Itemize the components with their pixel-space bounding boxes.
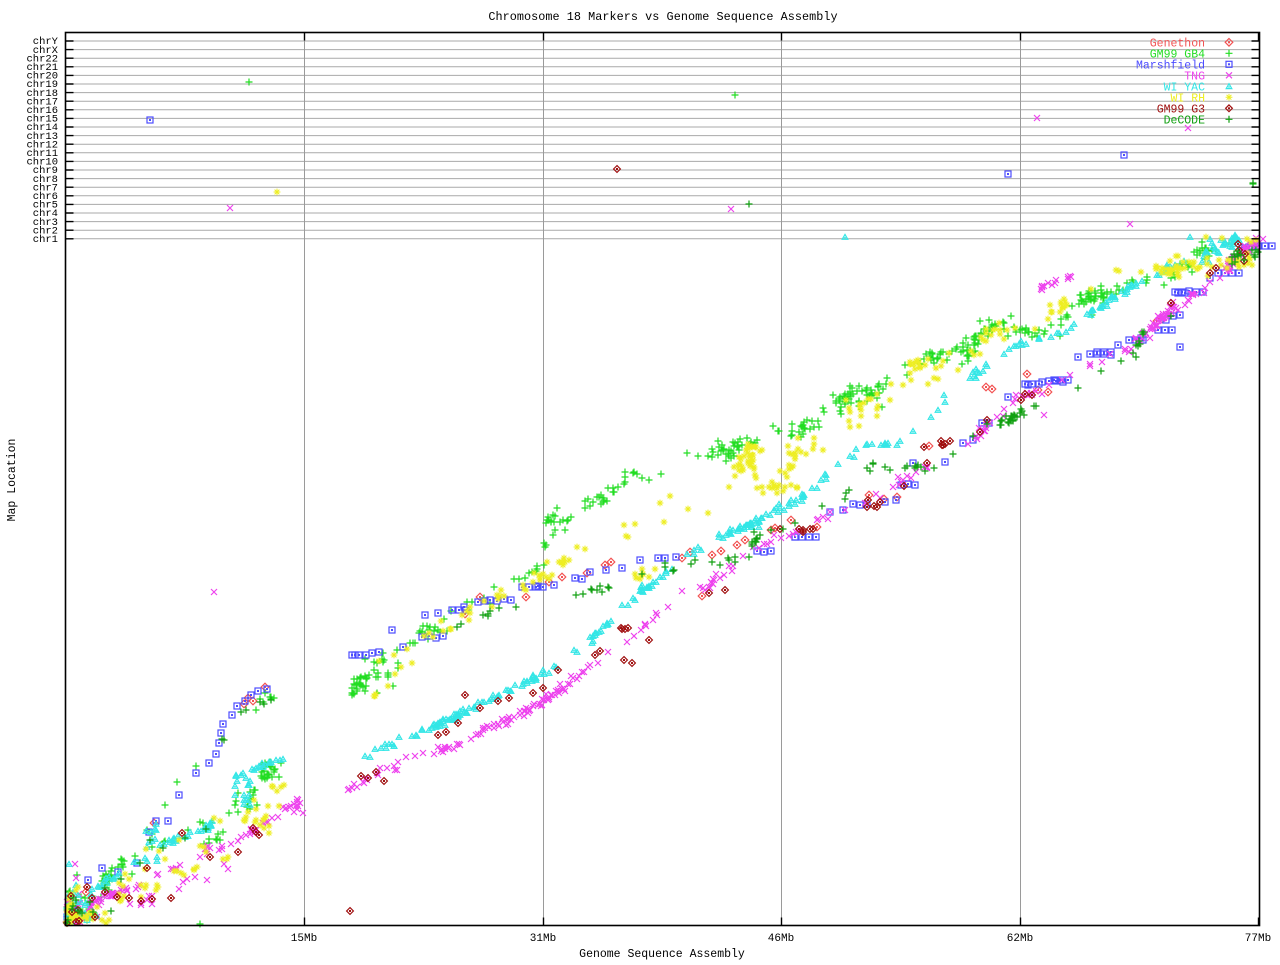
svg-text:46Mb: 46Mb xyxy=(768,933,794,945)
svg-text:Chromosome 18 Markers vs Genom: Chromosome 18 Markers vs Genome Sequence… xyxy=(488,10,837,24)
svg-text:DeCODE: DeCODE xyxy=(1164,114,1206,127)
svg-text:chrX: chrX xyxy=(33,45,59,57)
svg-text:chr13: chr13 xyxy=(26,131,58,143)
svg-text:GM99 GB4: GM99 GB4 xyxy=(1150,48,1205,61)
svg-text:Marshfield: Marshfield xyxy=(1136,59,1205,72)
svg-text:31Mb: 31Mb xyxy=(530,933,556,945)
svg-text:TNG: TNG xyxy=(1184,70,1205,83)
svg-text:chr21: chr21 xyxy=(26,62,58,74)
svg-text:chr12: chr12 xyxy=(26,139,58,151)
svg-text:chr6: chr6 xyxy=(33,191,58,203)
svg-text:chr8: chr8 xyxy=(33,174,58,186)
svg-text:Genome Sequence Assembly: Genome Sequence Assembly xyxy=(579,948,745,960)
svg-text:chr19: chr19 xyxy=(26,79,58,91)
svg-text:chr11: chr11 xyxy=(26,148,58,160)
svg-text:chr16: chr16 xyxy=(26,105,58,117)
svg-text:chr3: chr3 xyxy=(33,217,58,229)
svg-text:62Mb: 62Mb xyxy=(1007,933,1033,945)
svg-text:chr2: chr2 xyxy=(33,225,58,237)
svg-text:chr5: chr5 xyxy=(33,200,58,212)
svg-text:GM99 G3: GM99 G3 xyxy=(1157,103,1205,116)
svg-text:chr18: chr18 xyxy=(26,88,58,100)
svg-text:chrY: chrY xyxy=(33,36,59,48)
svg-text:WI YAC: WI YAC xyxy=(1164,81,1206,94)
svg-text:15Mb: 15Mb xyxy=(291,933,317,945)
svg-text:Genethon: Genethon xyxy=(1150,37,1205,50)
svg-text:chr14: chr14 xyxy=(26,122,58,134)
svg-text:77Mb: 77Mb xyxy=(1245,933,1271,945)
svg-text:chr20: chr20 xyxy=(26,71,58,83)
svg-text:chr7: chr7 xyxy=(33,182,58,194)
svg-text:chr9: chr9 xyxy=(33,165,58,177)
svg-text:Map Location: Map Location xyxy=(6,439,19,522)
svg-text:chr1: chr1 xyxy=(33,234,58,246)
svg-text:chr22: chr22 xyxy=(26,53,58,65)
svg-text:chr4: chr4 xyxy=(33,208,58,220)
svg-text:chr17: chr17 xyxy=(26,96,58,108)
svg-text:chr10: chr10 xyxy=(26,157,58,169)
svg-text:WI RH: WI RH xyxy=(1170,92,1205,105)
svg-text:chr15: chr15 xyxy=(26,114,58,126)
